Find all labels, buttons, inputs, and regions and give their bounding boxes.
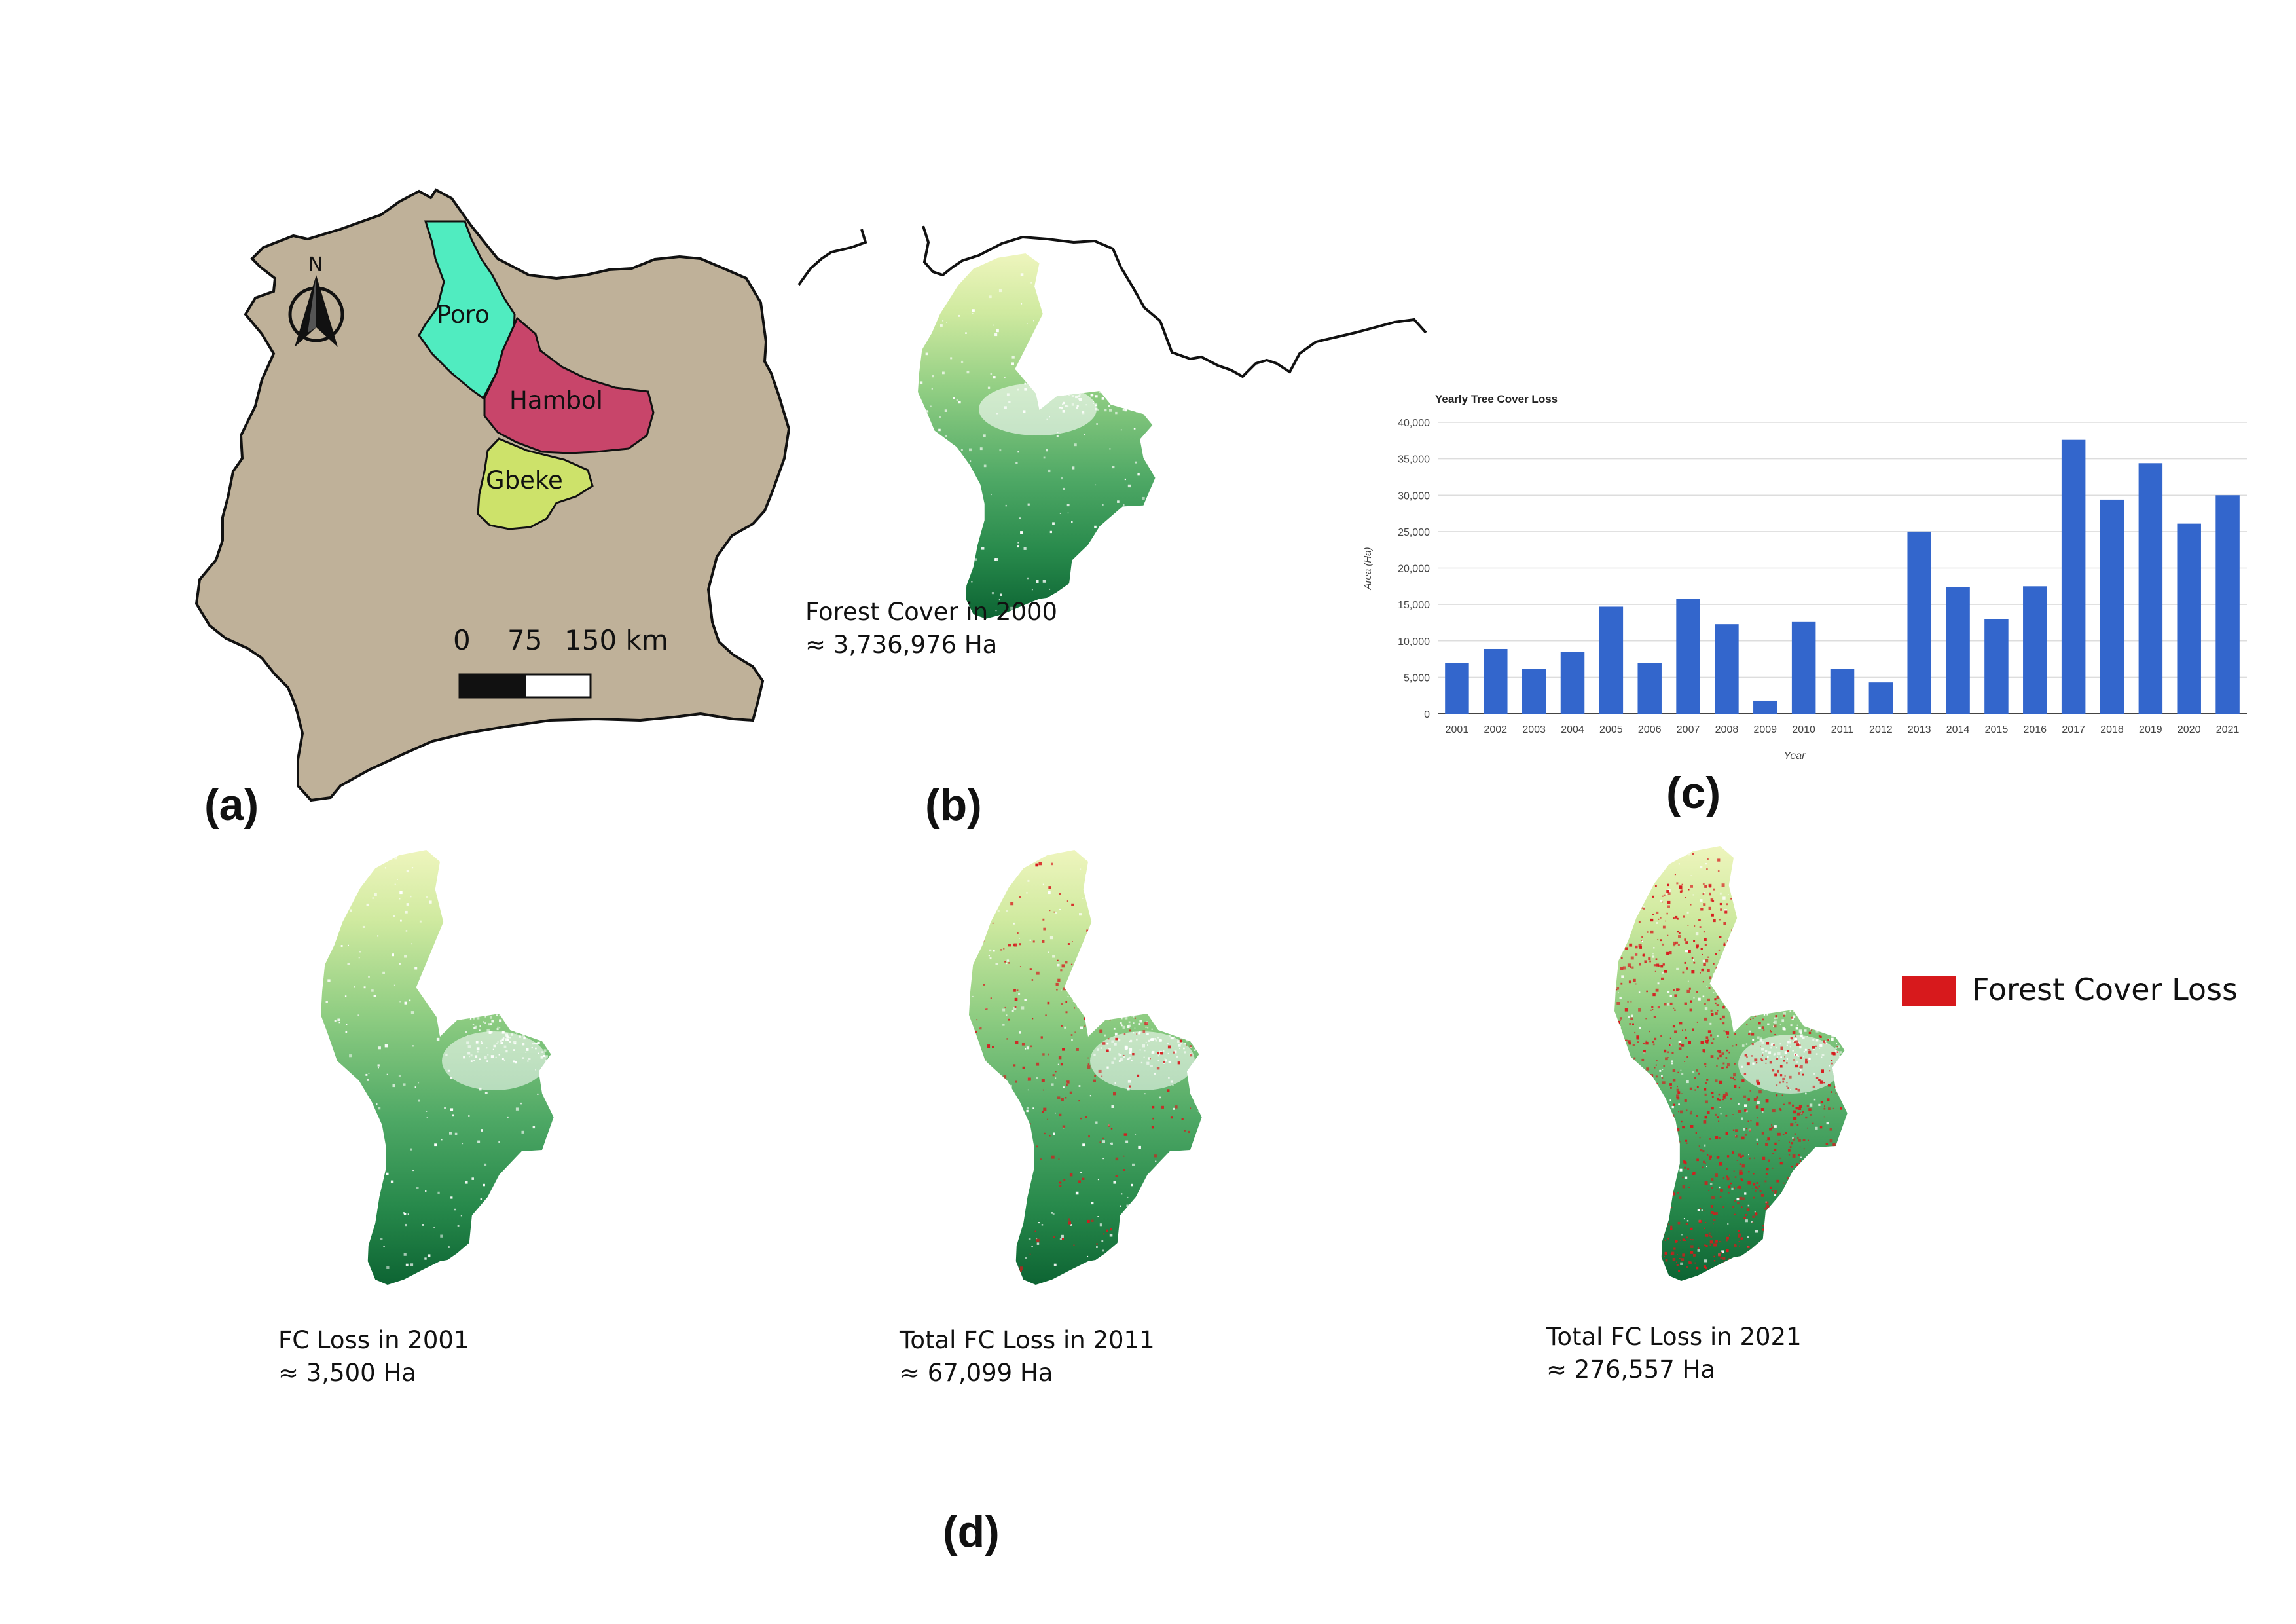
fc-loss-2001-caption: FC Loss in 2001 ≈ 3,500 Ha <box>278 1324 469 1390</box>
chart-x-tick-label: 2008 <box>1715 724 1739 735</box>
chart-x-tick-label: 2019 <box>2139 724 2162 735</box>
region-hambol-shape <box>483 316 655 454</box>
fc-loss-2021-value: ≈ 276,557 Ha <box>1546 1356 1716 1384</box>
chart-bars <box>1445 439 2240 714</box>
region-gbeke-shape <box>477 437 594 530</box>
panel-label-d: (d) <box>943 1507 1000 1557</box>
fc-loss-2011-value: ≈ 67,099 Ha <box>900 1359 1053 1387</box>
chart-x-tick-label: 2021 <box>2216 724 2240 735</box>
chart-bar-2017 <box>2061 439 2086 714</box>
chart-bar-2015 <box>1984 619 2009 714</box>
chart-bar-2009 <box>1753 700 1777 714</box>
legend-forest-loss-swatch <box>1902 976 1956 1006</box>
chart-x-tick-label: 2020 <box>2178 724 2201 735</box>
chart-x-tick-label: 2007 <box>1677 724 1700 735</box>
region-label-gbeke: Gbeke <box>486 466 563 494</box>
scale-label-75: 75 <box>507 624 542 656</box>
chart-y-tick-label: 5,000 <box>1404 673 1430 684</box>
region-label-poro: Poro <box>437 301 490 329</box>
border-line-b <box>797 225 1427 378</box>
fc-loss-2021-caption: Total FC Loss in 2021 ≈ 276,557 Ha <box>1546 1321 1802 1386</box>
chart-bar-2006 <box>1637 663 1662 714</box>
chart-bar-2012 <box>1868 682 1893 714</box>
region-label-hambol: Hambol <box>509 386 603 415</box>
scale-bar <box>458 673 592 699</box>
chart-y-tick-label: 35,000 <box>1398 454 1430 466</box>
fc-loss-2001-title: FC Loss in 2001 <box>278 1326 469 1354</box>
chart-y-tick-label: 15,000 <box>1398 600 1430 611</box>
chart-title: Yearly Tree Cover Loss <box>1435 393 1558 405</box>
chart-x-tick-label: 2001 <box>1446 724 1469 735</box>
fc-loss-2011-title: Total FC Loss in 2011 <box>900 1326 1155 1354</box>
forest-cover-2000-title: Forest Cover in 2000 <box>805 598 1058 626</box>
chart-x-tick-label: 2018 <box>2100 724 2124 735</box>
chart-bar-2020 <box>2177 523 2201 714</box>
chart-x-tick-label: 2009 <box>1753 724 1777 735</box>
panel-d-map-2011 <box>969 850 1202 1285</box>
chart-bar-2021 <box>2215 495 2240 714</box>
chart-x-tick-label: 2015 <box>1985 724 2009 735</box>
chart-x-axis-label: Year <box>1784 750 1806 762</box>
panel-b-forest-map <box>797 225 1427 619</box>
chart-bar-2019 <box>2138 463 2163 714</box>
chart-x-tick-label: 2013 <box>1908 724 1931 735</box>
chart-x-tick-label: 2016 <box>2023 724 2047 735</box>
chart-bar-2008 <box>1715 624 1739 714</box>
chart-y-tick-labels: 0 5,000 10,000 15,000 20,000 25,000 30,000 35,0… <box>1398 418 1430 720</box>
chart-x-tick-label: 2003 <box>1522 724 1546 735</box>
chart-x-tick-label: 2005 <box>1599 724 1623 735</box>
panel-d-map-2001 <box>321 850 554 1285</box>
panel-d-map-2021 <box>1614 846 1848 1281</box>
chart-x-tick-label: 2017 <box>2062 724 2085 735</box>
chart-bar-2004 <box>1560 652 1585 714</box>
chart-bar-2003 <box>1522 669 1546 714</box>
forest-cover-2000-value: ≈ 3,736,976 Ha <box>805 631 998 659</box>
chart-bar-2010 <box>1791 621 1816 714</box>
panel-label-c: (c) <box>1666 768 1721 818</box>
chart-y-tick-label: 0 <box>1424 709 1430 720</box>
chart-y-tick-label: 20,000 <box>1398 564 1430 575</box>
chart-x-tick-label: 2011 <box>1831 724 1854 735</box>
chart-x-tick-label: 2010 <box>1792 724 1815 735</box>
panel-label-b: (b) <box>925 780 982 830</box>
chart-x-tick-label: 2012 <box>1869 724 1893 735</box>
chart-x-tick-labels: 2001 2002 2003 2004 2005 2006 2007 2008 2009 2010… <box>1446 724 2240 735</box>
chart-y-tick-label: 25,000 <box>1398 527 1430 538</box>
scale-label-150km: 150 km <box>564 624 668 656</box>
forest-region-b <box>918 253 1156 619</box>
chart-y-tick-label: 40,000 <box>1398 418 1430 429</box>
chart-y-tick-label: 30,000 <box>1398 490 1430 502</box>
chart-x-tick-label: 2002 <box>1484 724 1507 735</box>
panel-c-bar-chart: 0 5,000 10,000 15,000 20,000 25,000 30,000 35,0… <box>1362 418 2247 762</box>
chart-bar-2016 <box>2023 586 2047 714</box>
forest-cover-2000-caption: Forest Cover in 2000 ≈ 3,736,976 Ha <box>805 596 1057 661</box>
chart-bar-2001 <box>1445 663 1469 714</box>
chart-bar-2011 <box>1830 669 1855 714</box>
chart-bar-2002 <box>1484 648 1508 714</box>
chart-bar-2005 <box>1599 606 1624 714</box>
fc-loss-2021-title: Total FC Loss in 2021 <box>1546 1323 1802 1351</box>
scale-label-0: 0 <box>453 624 471 656</box>
chart-y-tick-label: 10,000 <box>1398 637 1430 648</box>
north-arrow-icon <box>288 275 344 347</box>
chart-bar-2013 <box>1907 531 1931 714</box>
fc-loss-2001-value: ≈ 3,500 Ha <box>278 1359 416 1387</box>
north-label: N <box>308 253 323 276</box>
fc-loss-2011-caption: Total FC Loss in 2011 ≈ 67,099 Ha <box>900 1324 1155 1390</box>
panel-label-a: (a) <box>204 780 259 830</box>
chart-x-tick-label: 2004 <box>1561 724 1584 735</box>
chart-bar-2007 <box>1676 599 1700 714</box>
region-poro-shape <box>418 220 516 400</box>
chart-bar-2018 <box>2100 499 2124 714</box>
panel-a-locator-map: Poro Hambol Gbeke N 0 75 150 km <box>194 188 791 802</box>
legend-forest-loss-label: Forest Cover Loss <box>1972 972 2238 1007</box>
chart-x-tick-label: 2006 <box>1638 724 1662 735</box>
chart-bar-2014 <box>1946 587 1970 714</box>
chart-x-tick-label: 2014 <box>1946 724 1970 735</box>
chart-y-axis-label: Area (Ha) <box>1362 547 1374 590</box>
